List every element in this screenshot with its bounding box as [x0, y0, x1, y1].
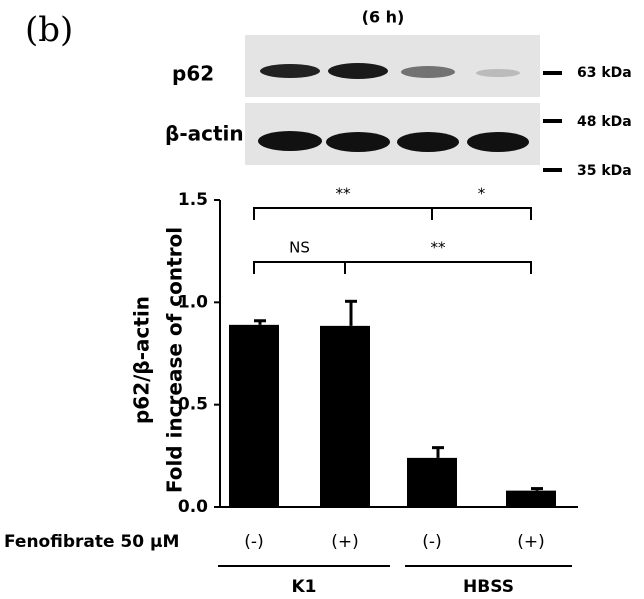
significance-bracket [253, 261, 346, 274]
blot-row-label: p62 [172, 62, 214, 86]
group-label: K1 [291, 577, 316, 597]
x-tick-label: (+) [517, 532, 545, 552]
marker-label: 35 kDa [577, 163, 632, 179]
significance-label: NS [289, 239, 310, 257]
marker-label: 48 kDa [577, 114, 632, 130]
x-tick-label: (+) [331, 532, 359, 552]
x-tick-label: (-) [244, 532, 263, 552]
y-tick-label: 1.0 [178, 292, 208, 312]
band [326, 132, 390, 152]
band [401, 66, 455, 78]
x-row-label: Fenofibrate 50 μM [4, 532, 179, 552]
x-tick-label: (-) [422, 532, 441, 552]
significance-label: ** [336, 185, 352, 203]
y-tick-label: 0.0 [178, 497, 208, 517]
bar [506, 490, 556, 507]
y-tick-label: 0.5 [178, 395, 208, 415]
band [258, 131, 322, 151]
band [260, 64, 320, 78]
band [476, 69, 520, 77]
y-label: p62/β-actin [130, 296, 154, 424]
y-tick-label: 1.5 [178, 190, 208, 210]
band [467, 132, 529, 152]
bar [407, 457, 457, 507]
significance-label: ** [431, 239, 447, 257]
blot-row-label: β-actin [165, 122, 244, 146]
y-label: Fold increase of control [163, 227, 187, 493]
marker-label: 63 kDa [577, 65, 632, 81]
significance-bracket [431, 207, 532, 220]
significance-label: * [478, 185, 486, 203]
significance-bracket [253, 207, 433, 220]
significance-bracket [344, 261, 532, 274]
panel-label: (b) [25, 10, 73, 50]
band [397, 132, 459, 152]
bar [229, 324, 279, 507]
band [328, 63, 388, 79]
group-label: HBSS [463, 577, 514, 597]
bar [320, 325, 370, 507]
blot-time: (6 h) [362, 8, 405, 27]
